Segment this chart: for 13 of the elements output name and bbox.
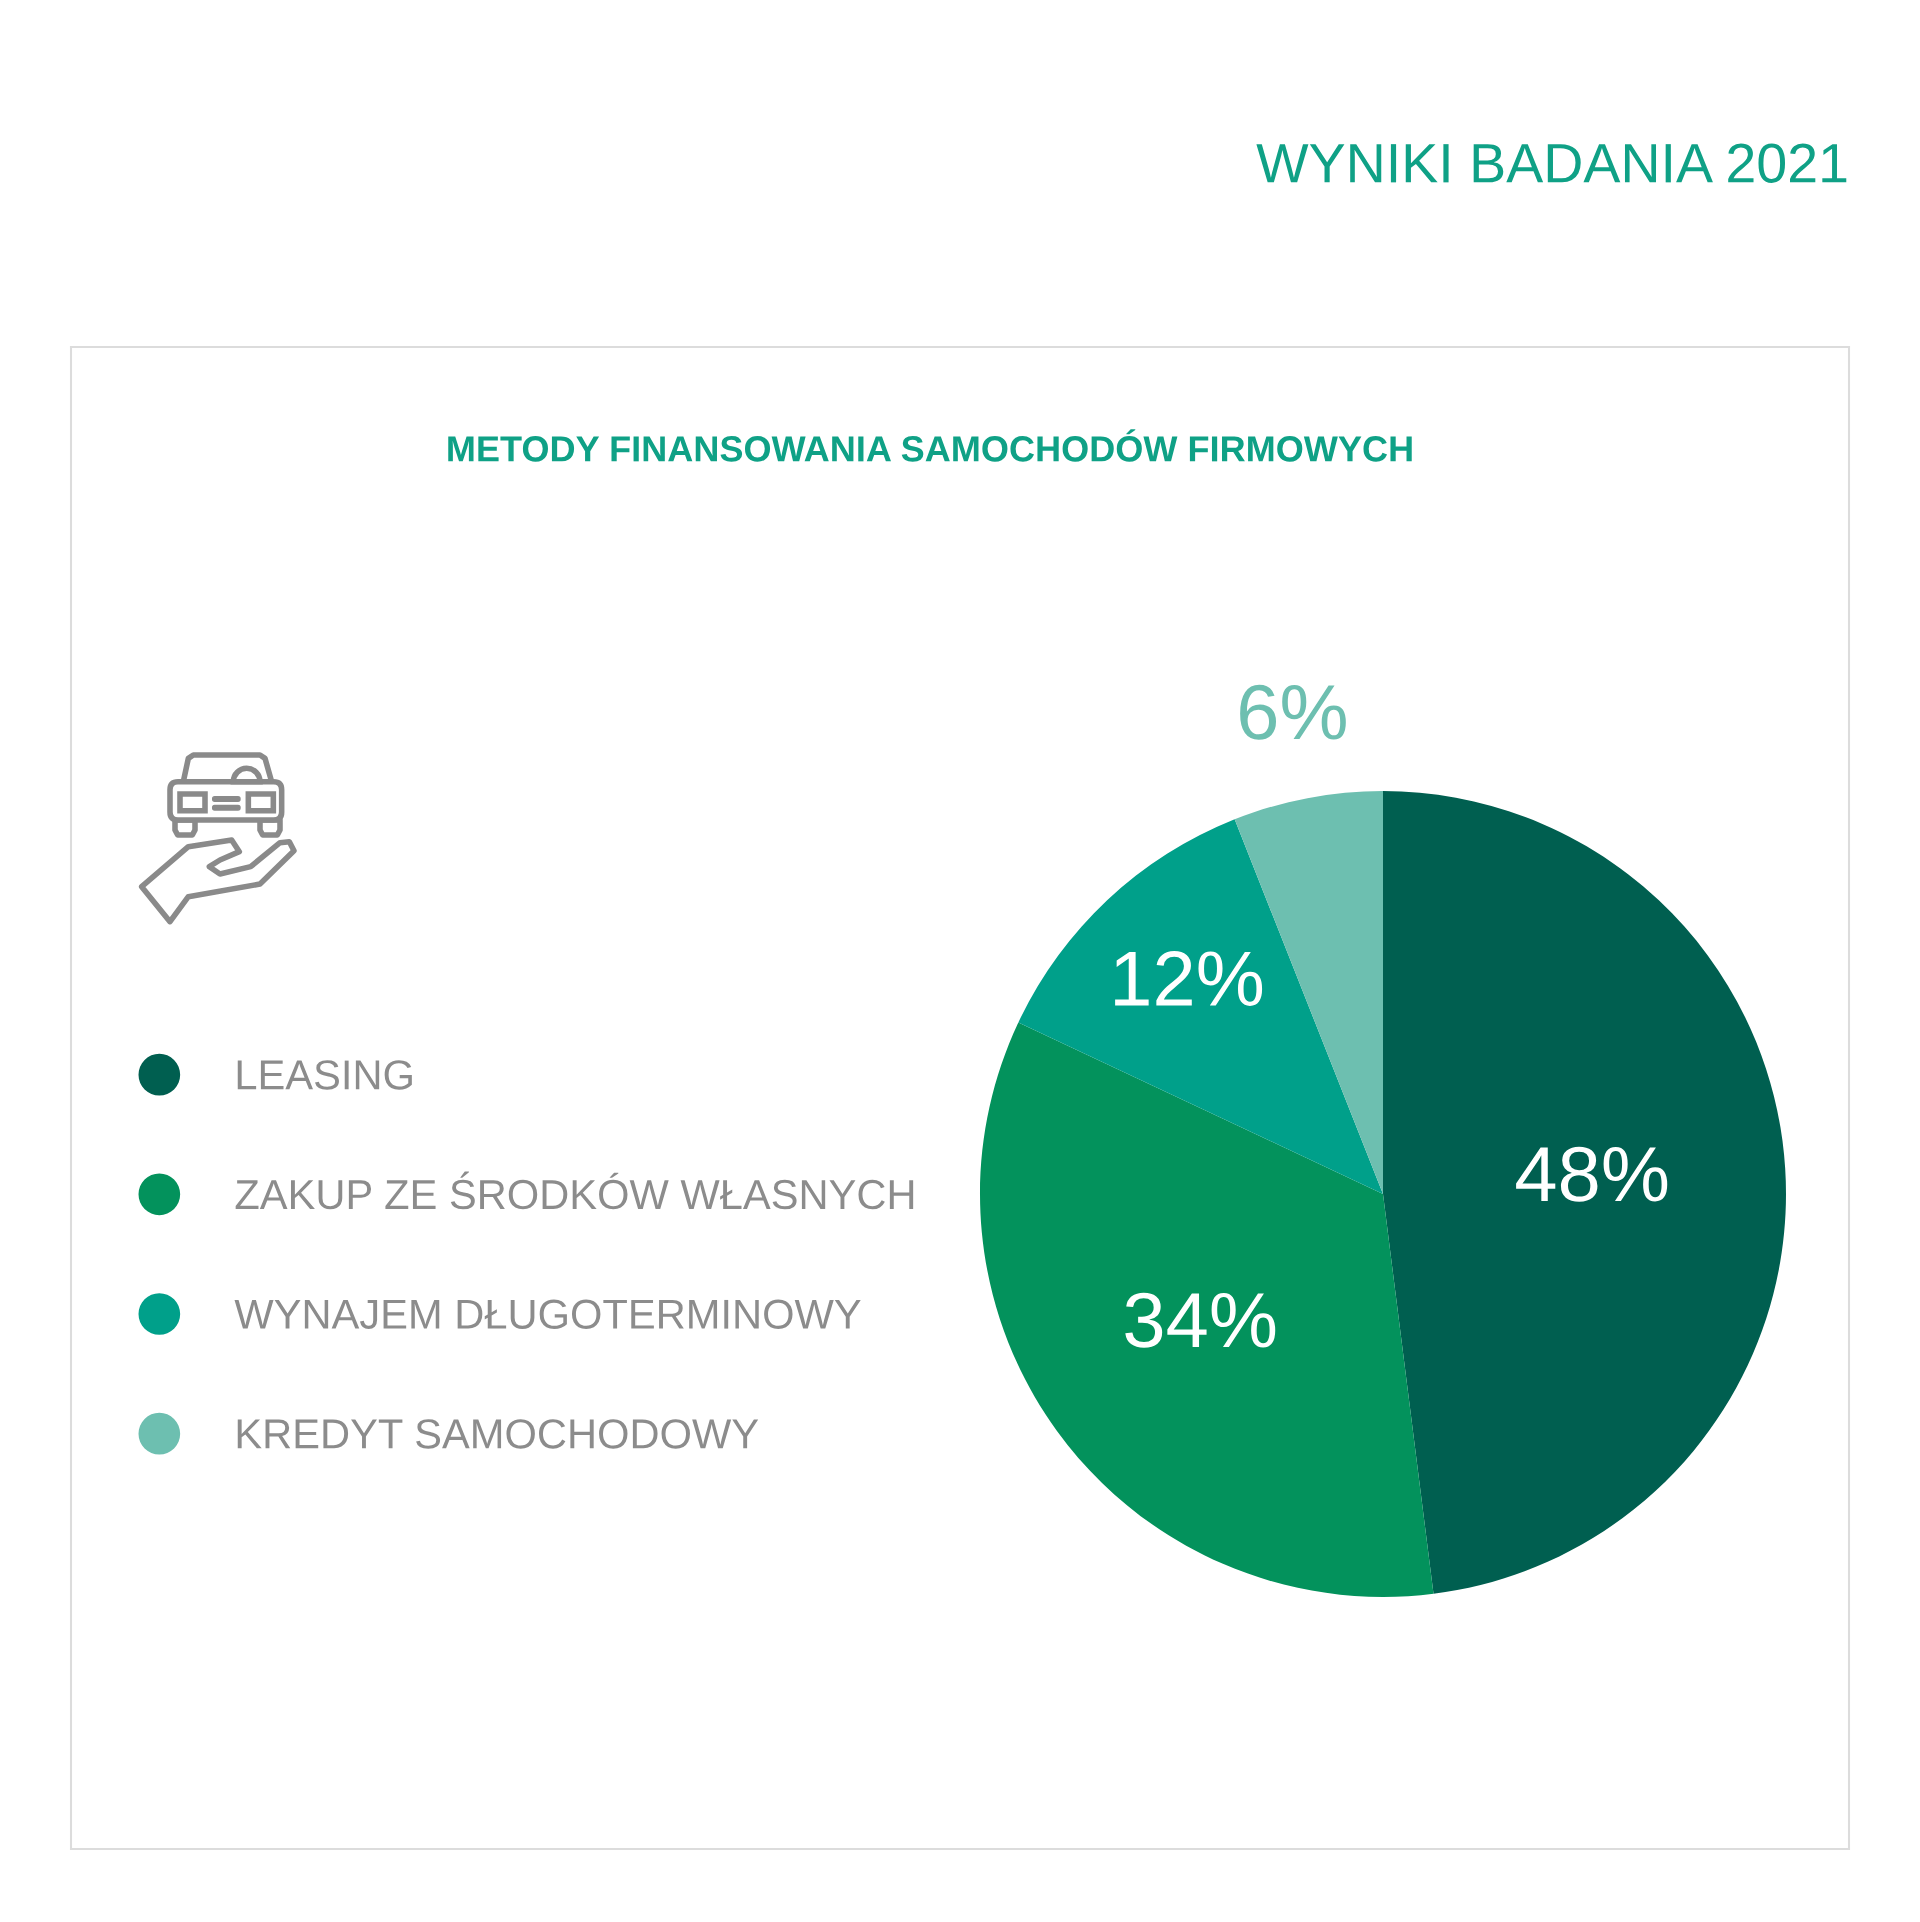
chart-title: METODY FINANSOWANIA SAMOCHODÓW FIRMOWYCH: [448, 429, 1412, 462]
legend-label: WYNAJEM DŁUGOTERMINOWY: [234, 1299, 861, 1330]
legend-label: LEASING: [237, 1060, 412, 1090]
data-label: 6%: [1240, 684, 1346, 740]
data-label: 48%: [1516, 1146, 1668, 1202]
chart-subtitle: WYNIKI BADANIA 2021: [1256, 143, 1847, 183]
pie-slice: [980, 1022, 1434, 1597]
pie-slice: [1383, 791, 1786, 1594]
pie-slice: [1018, 819, 1383, 1194]
legend-label: ZAKUP ZE ŚRODKÓW WŁASNYCH: [235, 1171, 914, 1210]
data-label: 12%: [1115, 951, 1263, 1006]
legend-label: KREDYT SAMOCHODOWY: [237, 1419, 759, 1449]
data-label: 34%: [1125, 1292, 1276, 1348]
